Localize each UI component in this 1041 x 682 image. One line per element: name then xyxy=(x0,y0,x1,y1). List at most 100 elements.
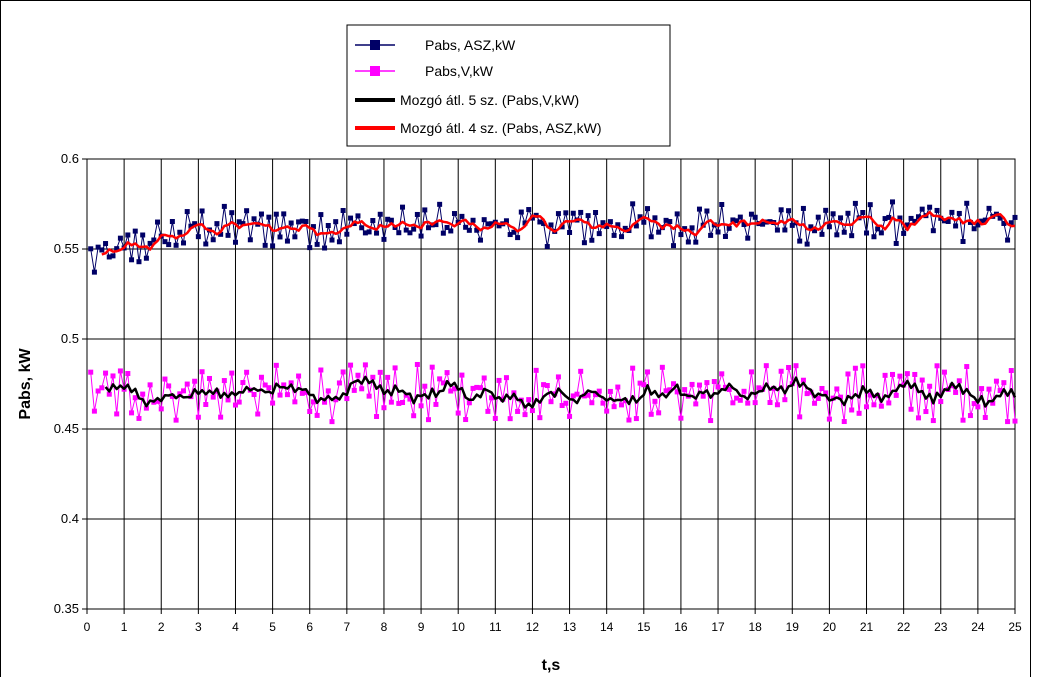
data-point-pabs-asz xyxy=(299,218,305,224)
x-tick-label: 4 xyxy=(232,620,239,634)
data-point-pabs-v xyxy=(140,391,146,397)
legend: Pabs, ASZ,kW Pabs,V,kW Mozgó átl. 5 sz. … xyxy=(346,24,671,147)
data-point-pabs-asz xyxy=(1001,220,1007,226)
data-point-pabs-asz xyxy=(214,221,220,227)
data-point-pabs-v xyxy=(793,363,799,369)
data-point-pabs-v xyxy=(596,388,602,394)
y-axis-title: Pabs, kW xyxy=(17,348,34,420)
data-point-pabs-v xyxy=(103,370,109,376)
data-point-pabs-asz xyxy=(645,206,651,212)
data-point-pabs-v xyxy=(860,363,866,369)
data-point-pabs-v xyxy=(474,384,480,390)
data-point-pabs-asz xyxy=(273,211,279,217)
data-point-pabs-v xyxy=(812,400,818,406)
data-point-pabs-asz xyxy=(95,244,101,250)
data-point-pabs-asz xyxy=(444,224,450,230)
data-point-pabs-v xyxy=(496,377,502,383)
data-point-pabs-asz xyxy=(203,241,209,247)
data-point-pabs-v xyxy=(652,398,658,404)
data-point-pabs-v xyxy=(292,399,298,405)
data-point-pabs-asz xyxy=(563,210,569,216)
data-point-pabs-asz xyxy=(270,243,276,249)
data-point-pabs-asz xyxy=(812,228,818,234)
data-point-pabs-v xyxy=(288,380,294,386)
legend-item-moving-avg-4: Mozgó átl. 4 sz. (Pabs, ASZ,kW) xyxy=(355,120,602,136)
legend-label-moving-avg-4: Mozgó átl. 4 sz. (Pabs, ASZ,kW) xyxy=(400,120,602,136)
data-point-pabs-v xyxy=(437,376,443,382)
data-point-pabs-v xyxy=(734,395,740,401)
data-point-pabs-asz xyxy=(411,226,417,232)
data-point-pabs-v xyxy=(310,399,316,405)
data-point-pabs-asz xyxy=(593,209,599,215)
legend-item-moving-avg-5: Mozgó átl. 5 sz. (Pabs,V,kW) xyxy=(355,92,579,108)
data-point-pabs-v xyxy=(110,373,116,379)
data-point-pabs-asz xyxy=(878,230,884,236)
data-point-pabs-asz xyxy=(485,221,491,227)
data-point-pabs-asz xyxy=(333,219,339,225)
y-tick-label: 0.35 xyxy=(54,601,79,616)
data-point-pabs-asz xyxy=(622,225,628,231)
data-point-pabs-v xyxy=(325,388,331,394)
data-point-pabs-asz xyxy=(407,230,413,236)
data-point-pabs-v xyxy=(682,387,688,393)
data-point-pabs-v xyxy=(767,400,773,406)
data-point-pabs-asz xyxy=(875,226,881,232)
data-point-pabs-v xyxy=(752,400,758,406)
data-point-pabs-v xyxy=(355,372,361,378)
data-point-pabs-v xyxy=(689,381,695,387)
legend-marker-pabs-asz xyxy=(370,40,380,50)
data-point-pabs-asz xyxy=(396,230,402,236)
data-point-pabs-v xyxy=(448,388,454,394)
data-point-pabs-asz xyxy=(685,239,691,245)
x-tick-label: 21 xyxy=(860,620,874,634)
data-point-pabs-v xyxy=(585,392,591,398)
data-point-pabs-v xyxy=(440,380,446,386)
data-point-pabs-v xyxy=(426,417,432,423)
data-point-pabs-v xyxy=(763,363,769,369)
x-tick-label: 1 xyxy=(121,620,128,634)
data-point-pabs-asz xyxy=(310,224,316,230)
data-point-pabs-asz xyxy=(526,207,532,213)
data-point-pabs-asz xyxy=(236,219,242,225)
data-point-pabs-v xyxy=(841,419,847,425)
data-point-pabs-asz xyxy=(466,227,472,233)
x-tick-label: 11 xyxy=(489,620,502,634)
data-point-pabs-asz xyxy=(106,254,112,260)
y-tick-label: 0.5 xyxy=(61,331,79,346)
data-point-pabs-v xyxy=(537,415,543,421)
data-point-pabs-v xyxy=(266,385,272,391)
data-point-pabs-asz xyxy=(815,214,821,220)
data-point-pabs-asz xyxy=(529,215,535,221)
data-point-pabs-v xyxy=(912,371,918,377)
data-point-pabs-asz xyxy=(789,222,795,228)
data-point-pabs-asz xyxy=(541,220,547,226)
data-point-pabs-v xyxy=(886,400,892,406)
data-point-pabs-v xyxy=(719,371,725,377)
data-point-pabs-asz xyxy=(748,211,754,217)
data-point-pabs-asz xyxy=(218,231,224,237)
data-point-pabs-asz xyxy=(232,239,238,245)
data-point-pabs-asz xyxy=(860,209,866,215)
data-point-pabs-v xyxy=(804,391,810,397)
data-point-pabs-asz xyxy=(693,239,699,245)
data-point-pabs-v xyxy=(800,377,806,383)
data-point-pabs-asz xyxy=(611,232,617,238)
data-point-pabs-asz xyxy=(674,211,680,217)
data-point-pabs-v xyxy=(871,402,877,408)
legend-label-pabs-asz: Pabs, ASZ,kW xyxy=(425,37,516,53)
data-point-pabs-asz xyxy=(852,200,858,206)
data-point-pabs-asz xyxy=(849,233,855,239)
data-point-pabs-v xyxy=(615,384,621,390)
data-point-pabs-asz xyxy=(737,214,743,220)
data-point-pabs-asz xyxy=(908,215,914,221)
data-point-pabs-asz xyxy=(140,232,146,238)
data-point-pabs-v xyxy=(307,408,313,414)
data-point-pabs-asz xyxy=(912,218,918,224)
data-point-pabs-v xyxy=(125,371,131,377)
data-point-pabs-asz xyxy=(355,213,361,219)
data-point-pabs-asz xyxy=(348,215,354,221)
data-point-pabs-asz xyxy=(251,216,257,222)
data-point-pabs-asz xyxy=(266,214,272,220)
data-point-pabs-v xyxy=(979,386,985,392)
data-point-pabs-v xyxy=(674,389,680,395)
